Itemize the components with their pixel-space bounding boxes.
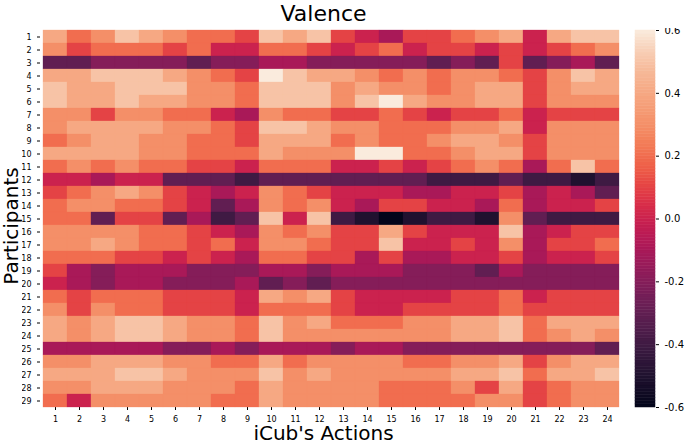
- svg-text:-0.6: -0.6: [665, 402, 685, 413]
- svg-text:9: 9: [245, 415, 250, 423]
- svg-text:16: 16: [410, 415, 420, 423]
- svg-text:26: 26: [22, 358, 32, 367]
- svg-text:0.4: 0.4: [665, 88, 681, 99]
- svg-text:6: 6: [173, 415, 178, 423]
- svg-text:18: 18: [458, 415, 468, 423]
- svg-text:0.6: 0.6: [665, 28, 681, 36]
- svg-text:27: 27: [22, 371, 32, 380]
- svg-text:18: 18: [22, 254, 32, 263]
- svg-text:12: 12: [22, 176, 32, 185]
- svg-text:0.2: 0.2: [665, 150, 681, 161]
- svg-text:-0.2: -0.2: [665, 276, 685, 287]
- svg-text:2: 2: [26, 46, 31, 55]
- svg-text:3: 3: [101, 415, 106, 423]
- svg-text:5: 5: [26, 85, 31, 94]
- svg-text:3: 3: [26, 59, 31, 68]
- svg-text:16: 16: [22, 228, 32, 237]
- svg-text:17: 17: [22, 241, 32, 250]
- svg-text:24: 24: [602, 415, 612, 423]
- svg-text:10: 10: [266, 415, 276, 423]
- svg-text:13: 13: [22, 189, 32, 198]
- svg-text:22: 22: [554, 415, 564, 423]
- svg-text:14: 14: [362, 415, 372, 423]
- svg-text:12: 12: [314, 415, 324, 423]
- svg-text:19: 19: [482, 415, 492, 423]
- svg-text:22: 22: [22, 306, 32, 315]
- svg-text:19: 19: [22, 267, 32, 276]
- svg-text:21: 21: [530, 415, 540, 423]
- svg-text:9: 9: [26, 137, 31, 146]
- svg-text:25: 25: [22, 345, 32, 354]
- svg-text:20: 20: [22, 280, 32, 289]
- svg-text:20: 20: [506, 415, 516, 423]
- svg-text:7: 7: [26, 111, 31, 120]
- svg-text:17: 17: [434, 415, 444, 423]
- svg-text:11: 11: [290, 415, 300, 423]
- svg-text:14: 14: [22, 202, 32, 211]
- html-text:Participants: Participants: [0, 166, 23, 285]
- svg-text:2: 2: [77, 415, 82, 423]
- svg-text:7: 7: [197, 415, 202, 423]
- svg-text:15: 15: [22, 215, 32, 224]
- svg-text:8: 8: [26, 124, 31, 133]
- html-text:Valence: Valence: [280, 1, 367, 26]
- svg-text:1: 1: [26, 33, 31, 42]
- html-text:iCub's Actions: iCub's Actions: [253, 421, 394, 445]
- svg-text:5: 5: [149, 415, 154, 423]
- svg-text:24: 24: [22, 332, 32, 341]
- svg-text:4: 4: [125, 415, 130, 423]
- svg-text:21: 21: [22, 293, 32, 302]
- svg-text:0.0: 0.0: [665, 213, 681, 224]
- svg-text:4: 4: [26, 72, 31, 81]
- svg-text:23: 23: [22, 319, 32, 328]
- svg-text:28: 28: [22, 384, 32, 393]
- svg-text:10: 10: [22, 150, 32, 159]
- svg-text:1: 1: [53, 415, 58, 423]
- svg-text:23: 23: [578, 415, 588, 423]
- svg-text:6: 6: [26, 98, 31, 107]
- svg-text:29: 29: [22, 397, 32, 406]
- svg-text:8: 8: [221, 415, 226, 423]
- svg-text:15: 15: [386, 415, 396, 423]
- svg-text:-0.4: -0.4: [665, 339, 685, 350]
- svg-text:11: 11: [22, 163, 32, 172]
- svg-text:13: 13: [338, 415, 348, 423]
